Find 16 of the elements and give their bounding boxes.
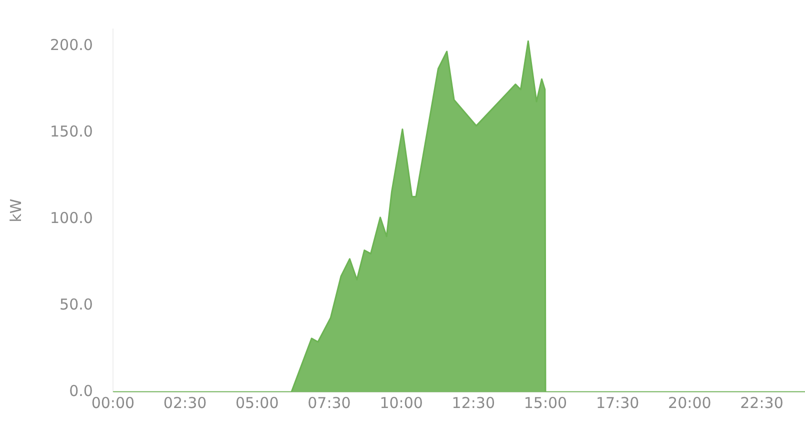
x-tick-label: 15:00 (524, 394, 568, 412)
x-tick-label: 02:30 (163, 394, 207, 412)
x-tick-label: 00:00 (91, 394, 135, 412)
y-tick-label: 200.0 (50, 36, 93, 54)
x-tick-label: 10:00 (380, 394, 423, 412)
y-tick-label: 50.0 (60, 295, 93, 314)
y-axis-title: kW (6, 198, 25, 222)
y-tick-label: 150.0 (50, 122, 93, 141)
y-tick-label: 0.0 (69, 382, 93, 400)
x-tick-label: 07:30 (308, 394, 351, 412)
x-tick-label: 12:30 (452, 394, 496, 412)
y-tick-label: 100.0 (50, 209, 93, 228)
x-tick-label: 22:30 (740, 394, 784, 412)
x-tick-label: 05:00 (236, 394, 279, 412)
x-tick-label: 20:00 (668, 394, 712, 412)
x-tick-label: 17:30 (596, 394, 640, 412)
